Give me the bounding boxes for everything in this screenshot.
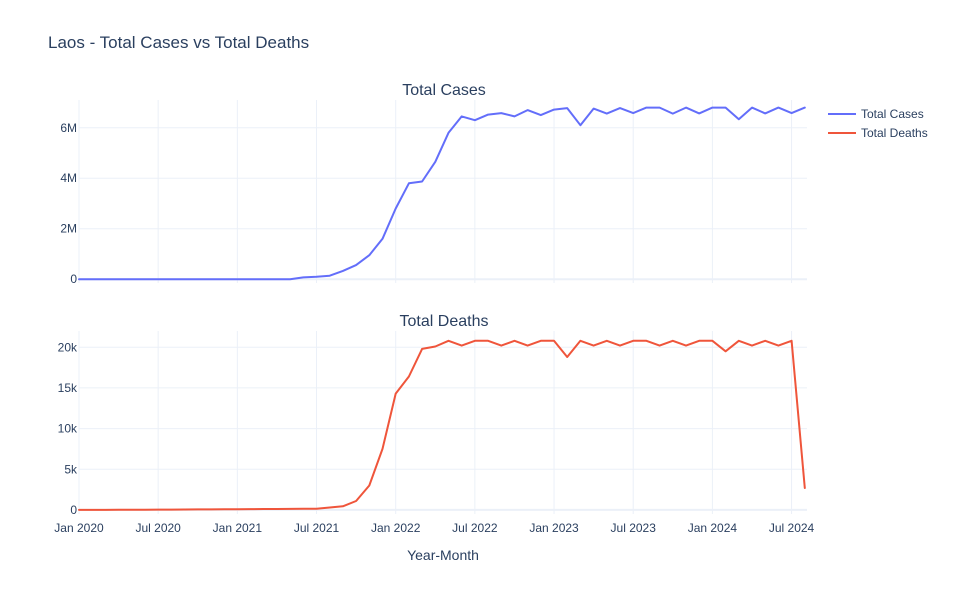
series-line-deaths xyxy=(78,339,806,511)
legend-item-total-cases[interactable]: Total Cases xyxy=(828,107,924,121)
x-tick-label-7: Jul 2023 xyxy=(611,521,657,535)
x-tick-label-4: Jan 2022 xyxy=(371,521,421,535)
y-tick-label-deaths-1: 5k xyxy=(64,462,78,476)
legend-label-total-cases: Total Cases xyxy=(861,107,924,121)
subplot-total-cases: 0 2M 4M 6M Total Cases xyxy=(60,82,807,286)
y-tick-label-cases-2: 4M xyxy=(60,171,77,185)
x-tick-label-2: Jan 2021 xyxy=(213,521,263,535)
y-tick-label-cases-3: 6M xyxy=(60,121,77,135)
x-tick-label-0: Jan 2020 xyxy=(54,521,104,535)
x-tick-label-8: Jan 2024 xyxy=(688,521,738,535)
legend[interactable]: Total Cases Total Deaths xyxy=(828,107,928,140)
y-tick-label-deaths-2: 10k xyxy=(58,422,78,436)
chart-title: Laos - Total Cases vs Total Deaths xyxy=(48,33,310,52)
x-axis-ticks: Jan 2020 Jul 2020 Jan 2021 Jul 2021 Jan 2022… xyxy=(54,521,814,535)
legend-label-total-deaths: Total Deaths xyxy=(861,126,928,140)
subplot-total-deaths: 0 5k 10k 15k 20k Total Deaths xyxy=(58,313,807,517)
y-tick-label-deaths-4: 20k xyxy=(58,340,78,354)
subplot-title-total-cases: Total Cases xyxy=(402,82,486,99)
x-tick-label-3: Jul 2021 xyxy=(294,521,340,535)
x-tick-label-9: Jul 2024 xyxy=(769,521,815,535)
x-tick-label-6: Jan 2023 xyxy=(529,521,579,535)
x-tick-label-1: Jul 2020 xyxy=(135,521,181,535)
legend-item-total-deaths[interactable]: Total Deaths xyxy=(828,126,928,140)
series-line-cases xyxy=(78,106,806,281)
subplot-title-total-deaths: Total Deaths xyxy=(400,313,489,330)
y-tick-label-deaths-3: 15k xyxy=(58,381,78,395)
x-tick-label-5: Jul 2022 xyxy=(452,521,498,535)
y-tick-label-deaths-0: 0 xyxy=(70,503,77,517)
y-tick-label-cases-1: 2M xyxy=(60,222,77,236)
x-axis-title: Year-Month xyxy=(407,547,479,563)
y-tick-label-cases-0: 0 xyxy=(70,272,77,286)
